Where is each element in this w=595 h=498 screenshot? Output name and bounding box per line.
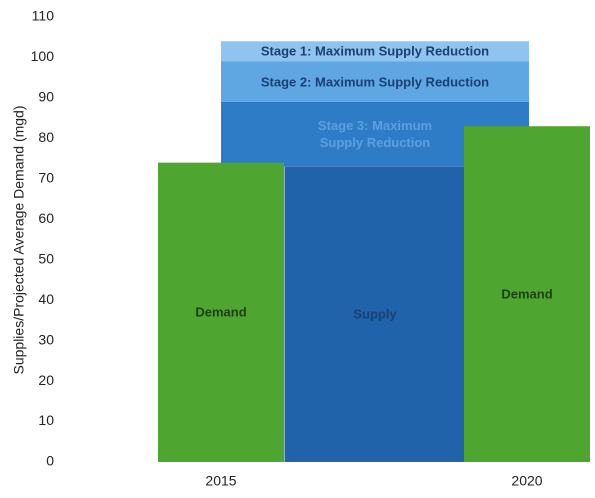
x-tick-label: 2020 [511,473,542,489]
bar [284,166,466,462]
y-tick-label: 60 [38,210,54,226]
bar [221,41,529,62]
bar [158,162,284,463]
bar-label: Stage 3: Maximum Supply Reduction [317,118,433,151]
bar-label: Stage 1: Maximum Supply Reduction [260,43,490,59]
bar-label: Supply [353,306,397,322]
bar [221,61,529,102]
y-axis-label: Supplies/Projected Average Demand (mgd) [11,105,27,374]
bar-label: Stage 2: Maximum Supply Reduction [260,74,490,90]
y-tick-label: 10 [38,412,54,428]
y-tick-label: 40 [38,291,54,307]
bar-label: Demand [195,304,247,320]
bar [464,126,590,463]
y-tick-label: 90 [38,89,54,105]
y-tick-label: 50 [38,250,54,266]
y-tick-label: 70 [38,170,54,186]
y-tick-label: 0 [46,453,54,469]
x-tick-label: 2015 [205,473,236,489]
y-tick-label: 20 [38,372,54,388]
y-tick-label: 110 [32,8,55,24]
y-tick-label: 30 [38,331,54,347]
y-tick-label: 80 [38,129,54,145]
bar-label: Demand [501,286,553,302]
y-tick-label: 100 [31,48,55,64]
